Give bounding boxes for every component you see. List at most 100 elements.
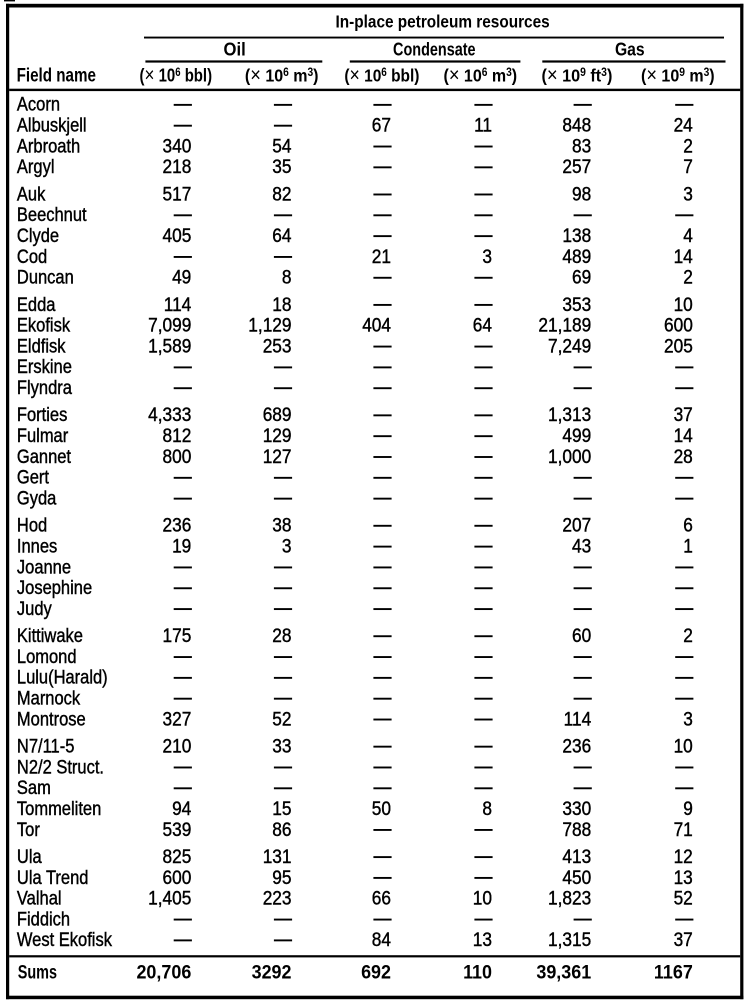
- svg-text:3: 3: [683, 182, 693, 204]
- svg-text:4: 4: [683, 224, 693, 246]
- svg-text:405: 405: [162, 224, 191, 246]
- svg-text:253: 253: [263, 335, 292, 357]
- svg-text:Field name: Field name: [17, 64, 96, 86]
- svg-text:236: 236: [562, 735, 591, 757]
- svg-text:Fulmar: Fulmar: [17, 425, 68, 446]
- svg-text:67: 67: [372, 114, 391, 136]
- svg-text:499: 499: [562, 424, 591, 446]
- svg-text:84: 84: [372, 928, 391, 950]
- svg-text:Gas: Gas: [615, 38, 645, 60]
- svg-text:517: 517: [162, 182, 191, 204]
- svg-text:210: 210: [162, 735, 191, 757]
- svg-text:Fiddich: Fiddich: [17, 908, 70, 929]
- svg-text:Josephine: Josephine: [17, 577, 92, 598]
- svg-text:Beechnut: Beechnut: [17, 204, 87, 225]
- svg-text:1,589: 1,589: [148, 335, 191, 357]
- svg-text:10: 10: [473, 887, 492, 909]
- svg-text:(× 106 bbl): (× 106 bbl): [344, 65, 419, 88]
- svg-text:Tommeliten: Tommeliten: [17, 798, 101, 819]
- svg-text:218: 218: [162, 155, 191, 177]
- svg-text:413: 413: [562, 845, 591, 867]
- svg-text:114: 114: [564, 707, 592, 729]
- svg-text:Edda: Edda: [17, 294, 56, 315]
- svg-text:In-place petroleum resources: In-place petroleum resources: [336, 11, 550, 31]
- svg-text:131: 131: [263, 845, 292, 867]
- svg-text:54: 54: [272, 134, 291, 156]
- svg-text:6: 6: [683, 514, 693, 536]
- svg-text:Kittiwake: Kittiwake: [17, 625, 83, 646]
- svg-text:Judy: Judy: [17, 598, 52, 619]
- svg-text:28: 28: [674, 445, 693, 467]
- svg-text:Ula Trend: Ula Trend: [17, 867, 89, 888]
- svg-text:9: 9: [683, 797, 693, 819]
- svg-text:Cod: Cod: [17, 246, 47, 267]
- svg-text:(× 106 m3): (× 106 m3): [245, 64, 319, 87]
- svg-text:13: 13: [674, 866, 693, 888]
- svg-text:50: 50: [372, 797, 391, 819]
- svg-text:539: 539: [162, 818, 191, 840]
- svg-text:83: 83: [572, 134, 591, 156]
- svg-text:Flyndra: Flyndra: [17, 377, 72, 398]
- svg-text:Argyl: Argyl: [17, 156, 55, 177]
- svg-text:14: 14: [674, 424, 693, 446]
- svg-text:Valhal: Valhal: [17, 887, 62, 908]
- svg-text:18: 18: [272, 293, 291, 315]
- svg-text:37: 37: [674, 928, 693, 950]
- svg-text:39,361: 39,361: [536, 961, 591, 983]
- svg-text:330: 330: [562, 797, 591, 819]
- svg-text:Tor: Tor: [17, 819, 40, 840]
- svg-text:98: 98: [572, 182, 591, 204]
- svg-text:127: 127: [263, 445, 292, 467]
- svg-text:7,099: 7,099: [148, 314, 191, 336]
- svg-text:3: 3: [683, 707, 693, 729]
- svg-text:(× 109 ft3): (× 109 ft3): [541, 64, 612, 87]
- svg-text:825: 825: [162, 845, 191, 867]
- svg-text:Marnock: Marnock: [17, 687, 80, 708]
- svg-text:Sums: Sums: [18, 960, 57, 983]
- svg-text:66: 66: [372, 887, 391, 909]
- svg-text:11: 11: [474, 114, 492, 136]
- svg-text:3: 3: [282, 535, 292, 557]
- svg-text:138: 138: [562, 224, 591, 246]
- svg-text:1,129: 1,129: [248, 314, 291, 336]
- svg-text:3: 3: [482, 245, 492, 267]
- svg-text:1,315: 1,315: [548, 928, 591, 950]
- svg-text:Ula: Ula: [17, 846, 42, 867]
- svg-text:64: 64: [473, 314, 492, 336]
- svg-text:Joanne: Joanne: [17, 556, 71, 577]
- svg-text:110: 110: [463, 961, 492, 983]
- svg-text:West Ekofisk: West Ekofisk: [17, 929, 112, 950]
- svg-text:8: 8: [282, 266, 292, 288]
- svg-text:257: 257: [562, 155, 591, 177]
- svg-text:N2/2 Struct.: N2/2 Struct.: [17, 756, 104, 777]
- svg-text:4,333: 4,333: [148, 403, 191, 425]
- svg-text:205: 205: [664, 335, 693, 357]
- svg-text:1167: 1167: [654, 961, 693, 983]
- svg-text:327: 327: [162, 707, 191, 729]
- svg-text:129: 129: [263, 424, 292, 446]
- svg-text:12: 12: [674, 845, 693, 867]
- svg-text:8: 8: [482, 797, 492, 819]
- svg-text:223: 223: [263, 887, 292, 909]
- svg-text:64: 64: [272, 224, 291, 246]
- svg-text:Oil: Oil: [224, 39, 246, 60]
- svg-text:Duncan: Duncan: [17, 266, 74, 287]
- svg-text:N7/11-5: N7/11-5: [17, 735, 75, 756]
- svg-text:52: 52: [272, 707, 291, 729]
- svg-text:404: 404: [362, 314, 391, 336]
- svg-text:450: 450: [562, 866, 591, 888]
- svg-text:353: 353: [562, 293, 591, 315]
- svg-text:Gannet: Gannet: [17, 446, 71, 467]
- svg-text:28: 28: [272, 624, 291, 646]
- svg-text:24: 24: [674, 114, 693, 136]
- svg-text:13: 13: [473, 928, 492, 950]
- svg-text:1,000: 1,000: [548, 445, 591, 467]
- svg-text:19: 19: [172, 535, 191, 557]
- svg-text:175: 175: [162, 624, 191, 646]
- svg-text:2: 2: [683, 624, 693, 646]
- svg-text:(× 106 m3): (× 106 m3): [443, 64, 517, 87]
- svg-text:1,313: 1,313: [548, 403, 591, 425]
- svg-text:37: 37: [674, 403, 693, 425]
- svg-text:86: 86: [272, 818, 291, 840]
- svg-text:94: 94: [172, 797, 191, 819]
